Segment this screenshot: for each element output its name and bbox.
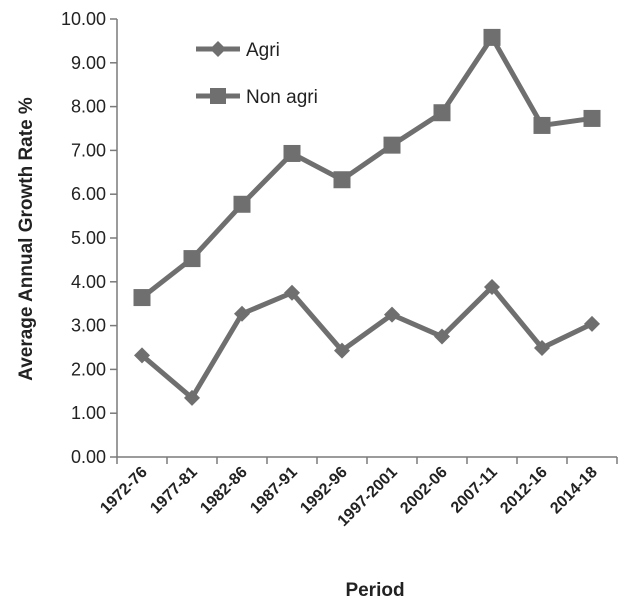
- y-tick-label: 2.00: [71, 359, 106, 379]
- square-marker: [583, 109, 601, 127]
- square-marker: [383, 136, 401, 154]
- diamond-marker: [210, 41, 226, 57]
- diamond-marker: [284, 284, 300, 301]
- square-marker: [433, 104, 451, 122]
- y-axis-title: Average Annual Growth Rate %: [16, 97, 37, 381]
- diamond-marker: [584, 315, 600, 332]
- diamond-marker: [434, 328, 450, 345]
- square-marker: [133, 289, 151, 307]
- x-tick-label: 1972-76: [97, 464, 151, 518]
- x-tick-label: 2014-18: [547, 464, 601, 518]
- x-tick-label: 2012-16: [497, 464, 551, 518]
- series-layer: [133, 28, 601, 406]
- x-tick-label: 1977-81: [147, 464, 201, 518]
- agri-series-line: [140, 284, 594, 401]
- y-tick-label: 7.00: [71, 140, 106, 160]
- x-tick-label: 2007-11: [448, 464, 501, 517]
- diamond-marker: [384, 306, 400, 323]
- y-tick-label: 5.00: [71, 228, 106, 248]
- legend: Agri Non agri: [196, 40, 318, 108]
- x-axis: 1972-761977-811982-861987-911992-961997-…: [97, 456, 618, 530]
- diamond-marker: [184, 389, 200, 406]
- legend-label: Agri: [246, 40, 280, 61]
- x-tick-label: 2002-06: [397, 464, 451, 518]
- diamond-marker: [484, 279, 500, 296]
- square-marker: [333, 171, 351, 189]
- square-marker: [210, 88, 226, 104]
- y-tick-label: 9.00: [71, 53, 106, 73]
- y-tick-label: 4.00: [71, 272, 106, 292]
- non-agri-series-line: [140, 34, 593, 300]
- diamond-marker: [534, 339, 550, 356]
- x-axis-title: Period: [345, 580, 404, 601]
- y-tick-label: 10.00: [61, 9, 106, 29]
- diamond-marker: [334, 342, 350, 359]
- square-marker: [483, 28, 501, 46]
- y-tick-label: 8.00: [71, 97, 106, 117]
- y-axis: 0.00 1.00 2.00 3.00 4.00 5.00 6.00 7.00 8.00 9.00…: [61, 9, 118, 467]
- x-tick-label: 1987-91: [247, 464, 301, 518]
- square-marker: [533, 116, 551, 134]
- diamond-marker: [234, 305, 250, 322]
- square-marker: [283, 144, 301, 162]
- diamond-marker: [134, 347, 150, 364]
- square-marker: [183, 250, 201, 268]
- y-tick-label: 1.00: [71, 403, 106, 423]
- y-tick-label: 0.00: [71, 447, 106, 467]
- x-tick-label: 1982-86: [197, 464, 251, 518]
- y-tick-label: 3.00: [71, 316, 106, 336]
- y-tick-label: 6.00: [71, 184, 106, 204]
- square-marker: [233, 195, 251, 213]
- legend-label: Non agri: [246, 87, 318, 108]
